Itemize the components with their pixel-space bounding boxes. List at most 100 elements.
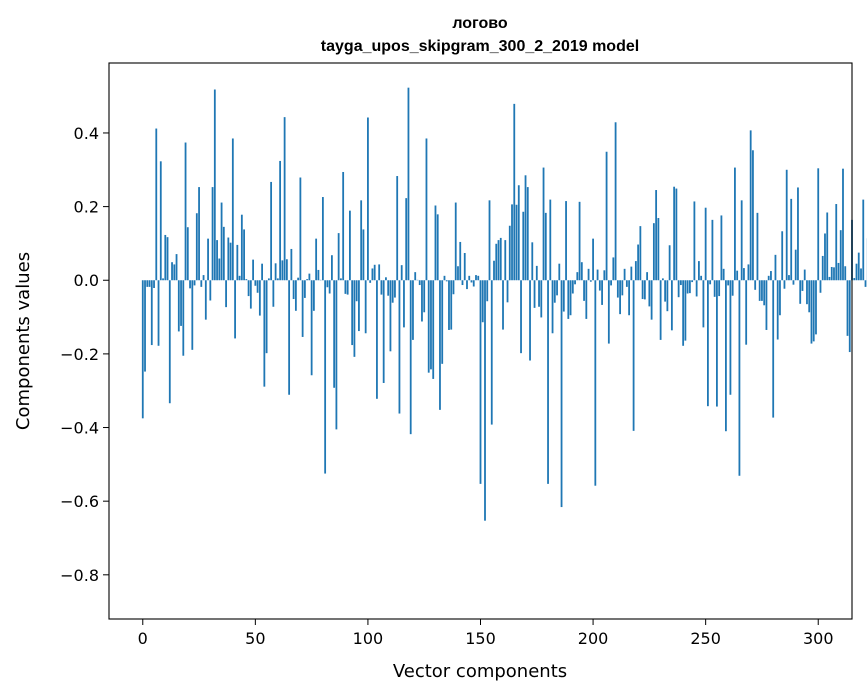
bar-component-287 <box>788 275 790 281</box>
x-tick-label: 200 <box>578 629 609 648</box>
y-tick-label: 0.4 <box>74 124 99 143</box>
bar-component-18 <box>182 280 185 356</box>
bar-component-273 <box>756 212 759 281</box>
bar-component-191 <box>571 280 574 294</box>
bar-component-109 <box>387 280 390 296</box>
bar-component-13 <box>171 262 173 281</box>
bar-component-54 <box>263 280 266 387</box>
bar-component-125 <box>423 280 426 313</box>
bar-component-76 <box>312 280 315 311</box>
bar-component-298 <box>812 280 815 342</box>
bar-component-61 <box>279 160 282 281</box>
bar-component-52 <box>258 280 261 316</box>
bar-component-162 <box>506 280 509 303</box>
bar-component-312 <box>844 266 847 281</box>
bar-component-140 <box>457 266 459 281</box>
bar-component-289 <box>792 280 795 285</box>
bar-component-92 <box>349 210 351 281</box>
bar-component-216 <box>628 280 630 316</box>
bar-component-206 <box>605 151 608 281</box>
bar-component-117 <box>405 198 408 281</box>
bar-component-225 <box>648 280 651 307</box>
bar-component-271 <box>752 150 754 281</box>
bar-component-17 <box>180 280 182 326</box>
chart-title: логово <box>452 15 508 32</box>
bar-component-221 <box>639 226 642 281</box>
bar-component-229 <box>657 218 660 281</box>
bar-component-152 <box>484 280 486 521</box>
bar-component-304 <box>826 212 829 281</box>
bar-component-55 <box>265 280 268 354</box>
bar-component-177 <box>540 280 543 318</box>
bar-component-20 <box>186 227 189 281</box>
bar-component-31 <box>211 187 214 281</box>
bar-component-258 <box>722 268 725 281</box>
bar-component-290 <box>794 249 797 281</box>
bar-component-179 <box>544 212 547 281</box>
bar-component-308 <box>835 204 838 281</box>
bar-component-121 <box>414 272 417 281</box>
bar-component-2 <box>146 280 149 287</box>
bar-component-194 <box>578 201 581 281</box>
bar-component-21 <box>189 280 191 289</box>
bar-component-259 <box>725 280 727 432</box>
bar-component-25 <box>198 187 200 281</box>
bar-component-243 <box>688 280 691 294</box>
bar-component-90 <box>344 280 347 294</box>
bar-component-266 <box>740 200 743 281</box>
bar-component-230 <box>659 280 662 340</box>
bar-component-38 <box>227 237 230 281</box>
bar-component-231 <box>661 278 664 281</box>
bar-component-193 <box>576 272 579 281</box>
bar-component-265 <box>738 280 741 476</box>
bar-component-247 <box>698 261 700 281</box>
bar-component-209 <box>612 257 615 281</box>
bar-component-136 <box>448 280 450 330</box>
bar-component-11 <box>166 237 169 281</box>
bar-component-232 <box>664 280 667 302</box>
bar-component-214 <box>623 268 626 281</box>
bar-component-51 <box>256 280 259 293</box>
bar-component-164 <box>511 204 513 281</box>
bar-component-36 <box>222 226 225 281</box>
bar-component-268 <box>745 280 748 345</box>
bar-component-141 <box>459 241 462 281</box>
bar-component-58 <box>272 280 275 307</box>
bar-component-239 <box>679 280 682 286</box>
bar-component-65 <box>288 280 291 395</box>
bar-component-69 <box>297 277 300 281</box>
bar-component-192 <box>574 280 576 285</box>
bar-component-251 <box>707 280 709 407</box>
bar-component-158 <box>497 240 500 281</box>
bar-component-139 <box>454 202 457 281</box>
bar-component-228 <box>655 190 658 281</box>
bar-component-47 <box>247 280 250 297</box>
bar-component-15 <box>175 254 178 281</box>
bar-component-62 <box>281 260 284 281</box>
bar-component-175 <box>535 265 538 281</box>
bar-component-282 <box>776 280 779 340</box>
bar-component-233 <box>666 280 669 312</box>
bar-component-212 <box>619 280 621 315</box>
bar-component-71 <box>301 280 304 337</box>
bar-component-154 <box>488 200 491 281</box>
bar-component-49 <box>252 259 254 281</box>
bar-component-116 <box>403 280 405 328</box>
bar-component-10 <box>164 234 167 281</box>
bar-component-238 <box>677 280 680 298</box>
bar-component-94 <box>353 280 356 357</box>
bar-component-33 <box>216 240 218 281</box>
bar-component-77 <box>315 238 318 281</box>
bar-component-263 <box>734 167 736 281</box>
bar-component-318 <box>857 252 860 281</box>
bar-component-320 <box>862 199 865 281</box>
bar-component-104 <box>376 280 378 399</box>
bar-component-153 <box>486 280 489 302</box>
x-axis: 0 50 100 150 200 250 300 <box>138 619 834 648</box>
bar-component-67 <box>292 280 295 300</box>
bar-component-7 <box>157 280 160 346</box>
bar-component-128 <box>430 280 432 370</box>
bar-component-269 <box>747 264 750 281</box>
bar-component-48 <box>249 280 252 309</box>
bar-component-257 <box>720 215 723 281</box>
